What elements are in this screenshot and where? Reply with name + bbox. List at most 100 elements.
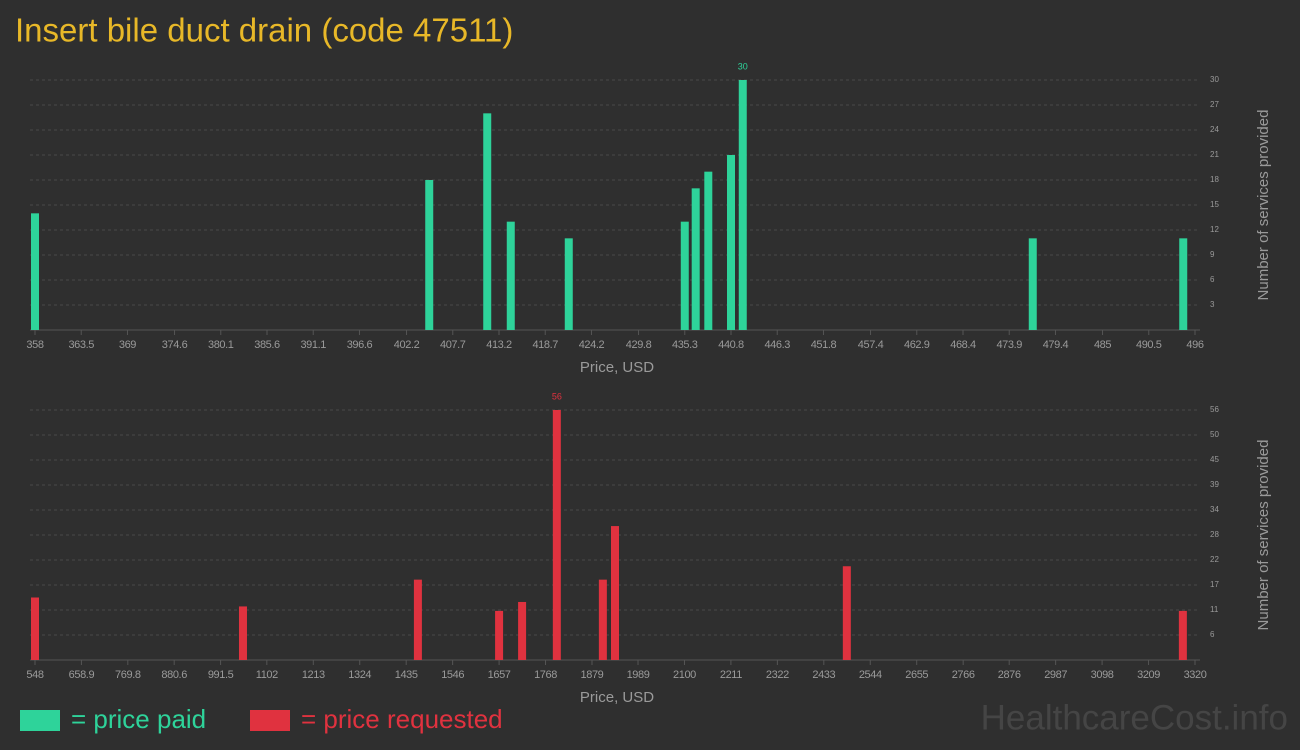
- bar: [238, 606, 247, 660]
- y-tick-label: 6: [1210, 275, 1215, 284]
- y-tick-label: 11: [1210, 605, 1219, 614]
- y-tick-label: 39: [1210, 480, 1219, 489]
- x-tick-label: 3209: [1137, 669, 1160, 681]
- x-tick-label: 1657: [488, 669, 511, 681]
- x-axis-label: Price, USD: [580, 689, 654, 706]
- x-tick-label: 468.4: [950, 339, 976, 351]
- y-axis-label: Number of services provided: [1255, 440, 1272, 631]
- x-tick-label: 496: [1186, 339, 1203, 351]
- x-tick-label: 1768: [534, 669, 557, 681]
- bar: [31, 213, 39, 330]
- y-tick-label: 27: [1210, 100, 1219, 109]
- x-tick-label: 1102: [256, 669, 278, 681]
- y-tick-label: 45: [1210, 455, 1219, 464]
- bar: [31, 597, 39, 660]
- bar: [727, 155, 735, 330]
- x-tick-label: 446.3: [764, 339, 790, 351]
- x-tick-label: 369: [119, 339, 136, 351]
- legend-label: = price paid: [71, 704, 206, 734]
- bar: [495, 610, 504, 660]
- x-tick-label: 2433: [812, 669, 835, 681]
- bar: [1028, 238, 1037, 330]
- bar: [483, 113, 492, 330]
- y-tick-label: 50: [1210, 430, 1219, 439]
- bar: [564, 238, 573, 330]
- x-tick-label: 473.9: [996, 339, 1022, 351]
- bar: [680, 221, 689, 330]
- x-tick-label: 2322: [766, 669, 789, 681]
- y-tick-label: 15: [1210, 200, 1219, 209]
- y-tick-label: 17: [1210, 580, 1219, 589]
- x-tick-label: 424.2: [579, 339, 605, 351]
- x-tick-label: 402.2: [394, 339, 420, 351]
- x-tick-label: 485: [1094, 339, 1111, 351]
- x-tick-label: 991.5: [208, 669, 234, 681]
- x-tick-label: 429.8: [626, 339, 652, 351]
- bar: [704, 171, 713, 330]
- x-tick-label: 2987: [1044, 669, 1067, 681]
- x-tick-label: 490.5: [1136, 339, 1162, 351]
- bar: [598, 579, 607, 660]
- x-tick-label: 1213: [302, 669, 325, 681]
- x-tick-label: 380.1: [208, 339, 234, 351]
- y-tick-label: 18: [1210, 175, 1219, 184]
- bar: [738, 80, 747, 330]
- x-axis-label: Price, USD: [580, 359, 654, 376]
- x-tick-label: 374.6: [162, 339, 188, 351]
- y-tick-label: 12: [1210, 225, 1219, 234]
- x-tick-label: 1879: [581, 669, 604, 681]
- y-tick-label: 34: [1210, 505, 1219, 514]
- x-tick-label: 658.9: [69, 669, 95, 681]
- x-tick-label: 2211: [720, 669, 742, 681]
- value-label: 30: [738, 61, 748, 71]
- bar: [691, 188, 700, 330]
- x-tick-label: 358: [26, 339, 43, 351]
- y-tick-label: 56: [1210, 405, 1219, 414]
- x-tick-label: 880.6: [161, 669, 187, 681]
- y-tick-label: 21: [1210, 150, 1219, 159]
- x-tick-label: 479.4: [1043, 339, 1069, 351]
- x-tick-label: 3320: [1184, 669, 1207, 681]
- x-tick-label: 418.7: [532, 339, 558, 351]
- y-tick-label: 3: [1210, 300, 1215, 309]
- x-tick-label: 363.5: [68, 339, 94, 351]
- x-tick-label: 2655: [905, 669, 928, 681]
- x-tick-label: 451.8: [811, 339, 837, 351]
- x-tick-label: 2876: [998, 669, 1021, 681]
- watermark: HealthcareCost.info: [981, 698, 1288, 737]
- bar: [1178, 610, 1187, 660]
- x-tick-label: 457.4: [858, 339, 884, 351]
- x-tick-label: 1989: [627, 669, 650, 681]
- x-tick-label: 413.2: [486, 339, 512, 351]
- legend-swatch: [250, 710, 290, 731]
- y-tick-label: 22: [1210, 555, 1219, 564]
- x-tick-label: 548: [26, 669, 43, 681]
- y-axis-label: Number of services provided: [1255, 110, 1272, 301]
- bar: [1179, 238, 1188, 330]
- chart-title: Insert bile duct drain (code 47511): [15, 12, 513, 49]
- x-tick-label: 396.6: [347, 339, 373, 351]
- x-tick-label: 2544: [859, 669, 882, 681]
- bar: [842, 566, 851, 660]
- x-tick-label: 2766: [952, 669, 975, 681]
- x-tick-label: 1324: [348, 669, 371, 681]
- bar: [518, 601, 527, 660]
- y-tick-label: 30: [1210, 75, 1219, 84]
- bar: [506, 221, 515, 330]
- x-tick-label: 462.9: [904, 339, 930, 351]
- y-tick-label: 6: [1210, 630, 1215, 639]
- bar: [611, 526, 619, 660]
- y-tick-label: 9: [1210, 250, 1215, 259]
- x-tick-label: 2100: [673, 669, 696, 681]
- y-tick-label: 24: [1210, 125, 1219, 134]
- x-tick-label: 1435: [395, 669, 418, 681]
- x-tick-label: 407.7: [440, 339, 466, 351]
- x-tick-label: 1546: [441, 669, 464, 681]
- x-tick-label: 385.6: [254, 339, 280, 351]
- legend-label: = price requested: [301, 704, 503, 734]
- legend-swatch: [20, 710, 60, 731]
- x-tick-label: 440.8: [718, 339, 744, 351]
- bar: [413, 579, 422, 660]
